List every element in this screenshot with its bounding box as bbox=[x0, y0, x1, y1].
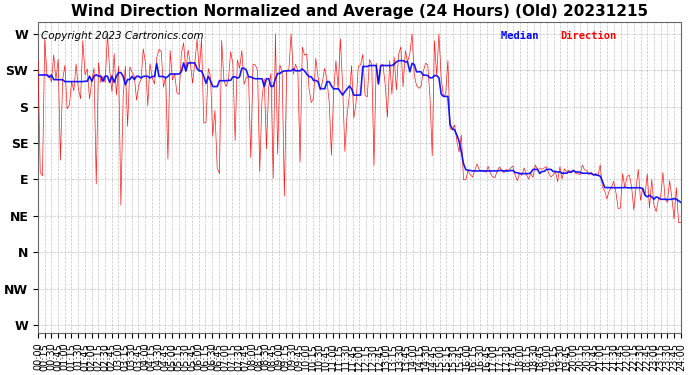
Title: Wind Direction Normalized and Average (24 Hours) (Old) 20231215: Wind Direction Normalized and Average (2… bbox=[71, 4, 648, 19]
Text: Copyright 2023 Cartronics.com: Copyright 2023 Cartronics.com bbox=[41, 31, 204, 41]
Text: Median: Median bbox=[501, 31, 544, 41]
Text: Direction: Direction bbox=[560, 31, 616, 41]
